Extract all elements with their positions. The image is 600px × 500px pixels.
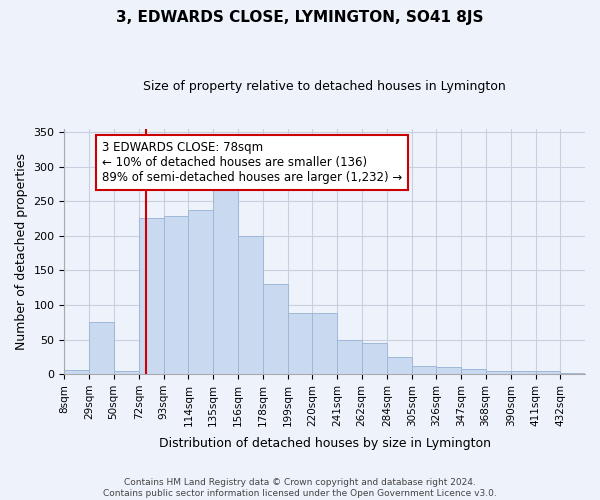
Text: 3, EDWARDS CLOSE, LYMINGTON, SO41 8JS: 3, EDWARDS CLOSE, LYMINGTON, SO41 8JS (116, 10, 484, 25)
Bar (337, 340, 362, 374)
Bar (387, 358, 412, 374)
X-axis label: Distribution of detached houses by size in Lymington: Distribution of detached houses by size … (159, 437, 491, 450)
Y-axis label: Number of detached properties: Number of detached properties (15, 153, 28, 350)
Bar (263, 284, 288, 374)
Bar (288, 314, 313, 374)
Title: Size of property relative to detached houses in Lymington: Size of property relative to detached ho… (143, 80, 506, 93)
Bar (436, 367, 461, 374)
Bar (536, 370, 560, 374)
Bar (238, 236, 263, 374)
Bar (412, 366, 436, 374)
Bar (64, 370, 89, 374)
Text: Contains HM Land Registry data © Crown copyright and database right 2024.
Contai: Contains HM Land Registry data © Crown c… (103, 478, 497, 498)
Bar (139, 218, 164, 374)
Text: 3 EDWARDS CLOSE: 78sqm
← 10% of detached houses are smaller (136)
89% of semi-de: 3 EDWARDS CLOSE: 78sqm ← 10% of detached… (102, 140, 402, 184)
Bar (89, 322, 113, 374)
Bar (164, 216, 188, 374)
Bar (560, 372, 585, 374)
Bar (213, 190, 238, 374)
Bar (362, 343, 387, 374)
Bar (485, 370, 511, 374)
Bar (188, 210, 213, 374)
Bar (313, 314, 337, 374)
Bar (113, 370, 139, 374)
Bar (461, 369, 485, 374)
Bar (511, 372, 536, 374)
